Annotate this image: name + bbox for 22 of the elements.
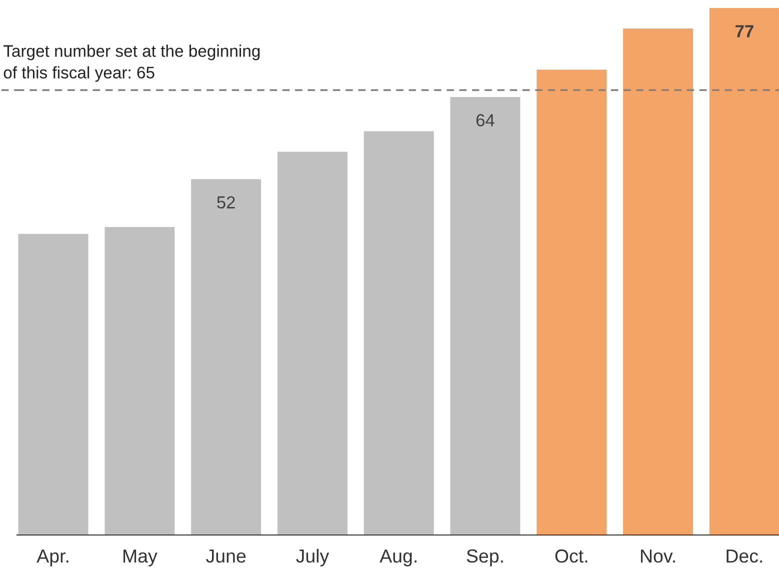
x-tick-label: May — [124, 550, 158, 566]
bar — [277, 152, 348, 535]
x-tick-label: Apr. — [36, 550, 68, 566]
bar — [709, 8, 779, 535]
bar — [364, 131, 434, 535]
data-label: 64 — [476, 114, 494, 126]
bar — [18, 234, 88, 535]
x-tick-label: Oct. — [555, 549, 588, 563]
data-label: 77 — [736, 25, 754, 38]
data-label: 52 — [217, 196, 235, 209]
x-tick-label: June — [206, 550, 246, 563]
x-tick-label: Nov. — [641, 550, 675, 563]
x-tick-label: Dec. — [726, 550, 762, 563]
bar — [536, 70, 607, 535]
bar — [191, 179, 262, 535]
bar — [104, 227, 175, 535]
x-tick-label: Sep. — [466, 549, 503, 566]
x-tick-label: Aug. — [380, 550, 416, 566]
bar — [623, 28, 694, 535]
ref-line-label: Target number set at the beginning of this fiscal year: 65 — [3, 44, 260, 82]
x-tick-label: July — [296, 548, 330, 566]
bar — [450, 96, 520, 535]
